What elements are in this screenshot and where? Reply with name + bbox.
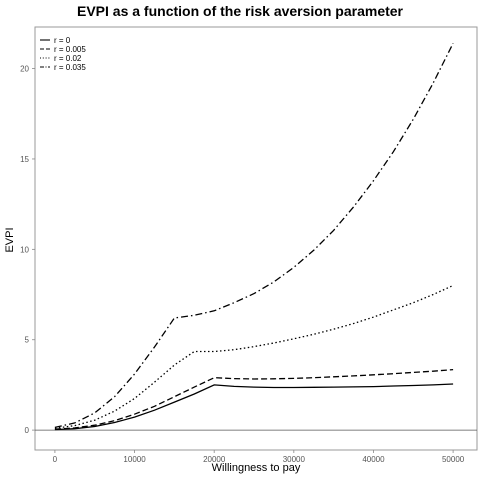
series-line-solid bbox=[55, 384, 453, 430]
y-tick-label: 10 bbox=[20, 245, 29, 254]
x-tick-label: 10000 bbox=[123, 455, 146, 464]
y-tick-label: 20 bbox=[20, 65, 29, 74]
x-tick-label: 40000 bbox=[362, 455, 385, 464]
y-tick-label: 15 bbox=[20, 155, 29, 164]
x-axis-label: Willingness to pay bbox=[212, 462, 301, 474]
series-lines bbox=[55, 43, 453, 429]
series-line-dashdot bbox=[55, 43, 453, 427]
x-tick-label: 0 bbox=[53, 455, 58, 464]
y-tick-label: 5 bbox=[25, 336, 30, 345]
legend-entry-label: r = 0 bbox=[54, 36, 71, 45]
x-tick-label: 50000 bbox=[442, 455, 465, 464]
y-tick-label: 0 bbox=[25, 426, 30, 435]
series-line-dashed bbox=[55, 370, 453, 430]
y-axis-label: EVPI bbox=[4, 227, 16, 252]
chart-title: EVPI as a function of the risk aversion … bbox=[77, 3, 404, 19]
legend-entry-label: r = 0.035 bbox=[54, 63, 86, 72]
y-axis-ticks: 0 5 10 15 20 bbox=[20, 65, 35, 436]
legend: r = 0r = 0.005r = 0.02r = 0.035 bbox=[40, 36, 86, 72]
series-line-dotted bbox=[55, 286, 453, 429]
legend-entry-label: r = 0.005 bbox=[54, 45, 86, 54]
legend-entry-label: r = 0.02 bbox=[54, 54, 82, 63]
